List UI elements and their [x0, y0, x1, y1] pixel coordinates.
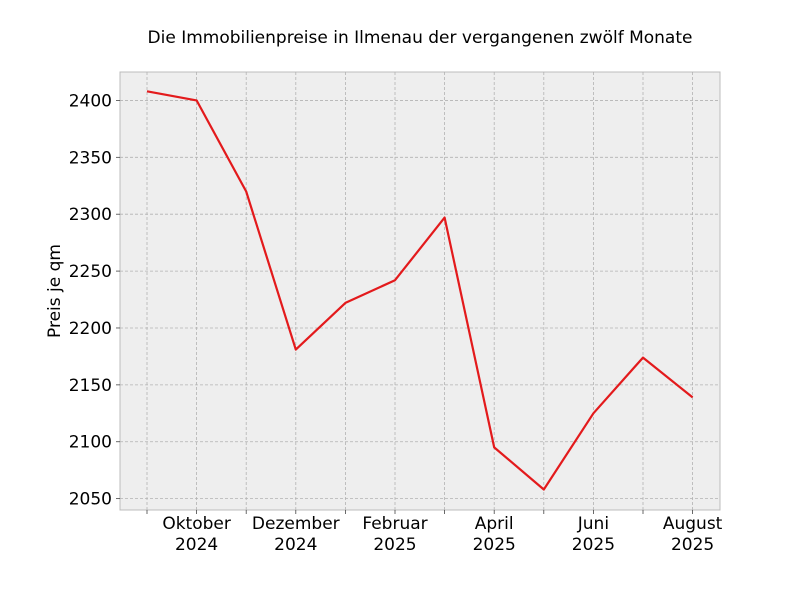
y-tick-label: 2300: [69, 205, 112, 225]
series-layer: [146, 90, 694, 491]
y-tick-label: 2250: [69, 262, 112, 282]
x-tick-label-month: Oktober: [162, 514, 231, 534]
x-tick-label-month: April: [475, 514, 514, 534]
x-tick-label-year: 2024: [175, 535, 218, 555]
y-tick-label: 2100: [69, 433, 112, 453]
y-tick-label: 2400: [69, 91, 112, 111]
y-axis-label: Preis je qm: [45, 244, 65, 338]
grid-lines: [120, 72, 720, 510]
y-tick-label: 2200: [69, 319, 112, 339]
plot-area: [119, 71, 721, 511]
y-tick-label: 2150: [69, 376, 112, 396]
chart-title: Die Immobilienpreise in Ilmenau der verg…: [148, 28, 693, 48]
x-tick-label-month: Februar: [362, 514, 427, 534]
axis-ticks: 20502100215022002250230023502400Oktober2…: [69, 91, 723, 555]
x-tick-label-year: 2025: [373, 535, 416, 555]
y-tick-label: 2350: [69, 148, 112, 168]
x-tick-label-month: Dezember: [252, 514, 340, 534]
y-tick-label: 2050: [69, 490, 112, 510]
x-tick-label-month: Juni: [577, 514, 609, 534]
price-series-line: [146, 90, 694, 491]
x-tick-label-year: 2025: [473, 535, 516, 555]
x-tick-label-year: 2025: [572, 535, 615, 555]
x-tick-label-month: August: [663, 514, 723, 534]
x-tick-label-year: 2025: [671, 535, 714, 555]
x-tick-label-year: 2024: [274, 535, 317, 555]
